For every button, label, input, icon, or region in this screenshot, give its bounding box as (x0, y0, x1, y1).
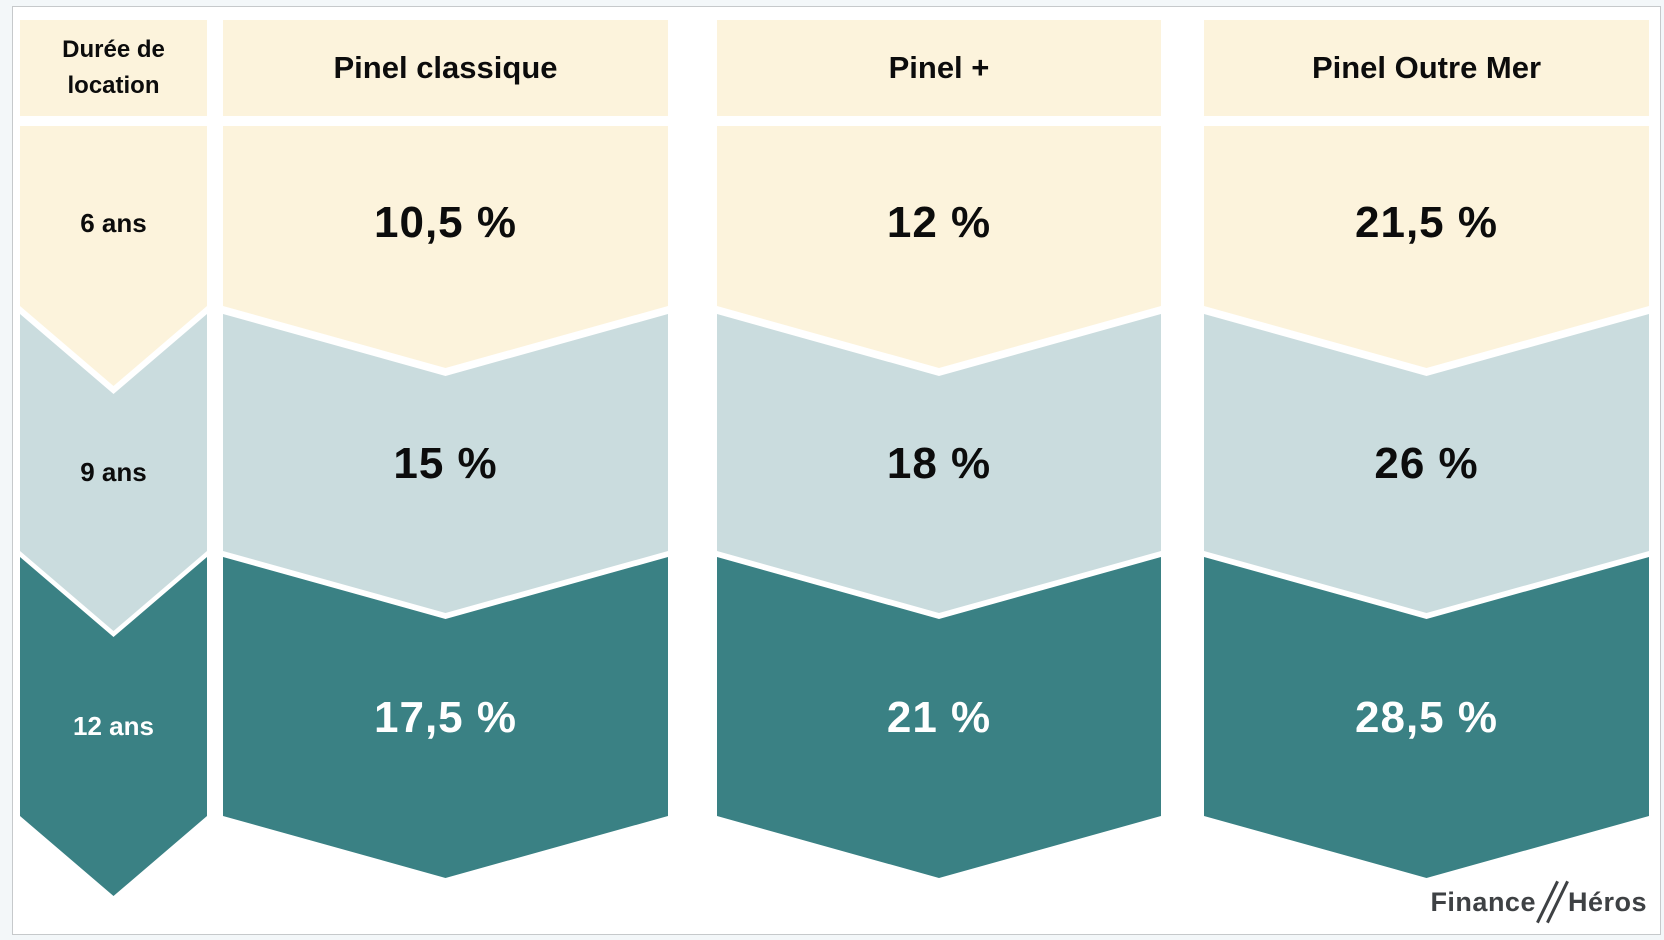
duration-header-label: Durée de location (62, 36, 165, 99)
finance-heros-logo: Finance Héros (1430, 878, 1647, 926)
logo-text-heros: Héros (1567, 886, 1647, 917)
pinel-outre-mer-header-label: Pinel Outre Mer (1311, 50, 1542, 85)
rate-value-plus-6ans: 12 % (886, 198, 992, 247)
infographic-card: Durée de location 6 ans 9 ans 12 ans Pin… (12, 6, 1661, 935)
pinel-classique-header-label: Pinel classique (333, 50, 558, 85)
rate-value-plus-9ans: 18 % (886, 438, 992, 488)
duration-label-6ans: 6 ans (80, 207, 147, 238)
rate-cell-plus-6ans: 12 % (717, 126, 1161, 368)
pinel-outre-mer-header-cell: Pinel Outre Mer (1204, 20, 1649, 116)
column-pinel-plus: Pinel + 12 % 18 % 21 % (717, 20, 1161, 920)
rate-value-plus-12ans: 21 % (886, 692, 992, 742)
logo-text-finance: Finance (1430, 886, 1536, 917)
rate-value-outremer-6ans: 21,5 % (1355, 198, 1498, 247)
pinel-classique-header-cell: Pinel classique (223, 20, 668, 116)
duration-column: Durée de location 6 ans 9 ans 12 ans (20, 20, 207, 920)
rate-cell-classique-9ans: 15 % (223, 314, 668, 613)
column-pinel-classique: Pinel classique 10,5 % 15 % 17,5 % (223, 20, 668, 920)
rate-value-outremer-12ans: 28,5 % (1355, 692, 1498, 742)
column-pinel-outre-mer: Pinel Outre Mer 21,5 % 26 % 28,5 % (1204, 20, 1649, 920)
duration-header-cell: Durée de location (20, 20, 207, 116)
rate-value-classique-12ans: 17,5 % (374, 692, 517, 742)
rate-value-classique-9ans: 15 % (393, 438, 498, 488)
duration-label-9ans: 9 ans (80, 457, 147, 487)
double-slash-icon (1536, 878, 1569, 926)
pinel-plus-header-label: Pinel + (888, 50, 990, 85)
rate-cell-classique-6ans: 10,5 % (223, 126, 668, 368)
rate-cell-outremer-6ans: 21,5 % (1204, 126, 1649, 368)
rate-value-classique-6ans: 10,5 % (374, 198, 517, 247)
duration-label-12ans: 12 ans (73, 711, 154, 741)
pinel-plus-header-cell: Pinel + (717, 20, 1161, 116)
rate-value-outremer-9ans: 26 % (1374, 438, 1479, 488)
